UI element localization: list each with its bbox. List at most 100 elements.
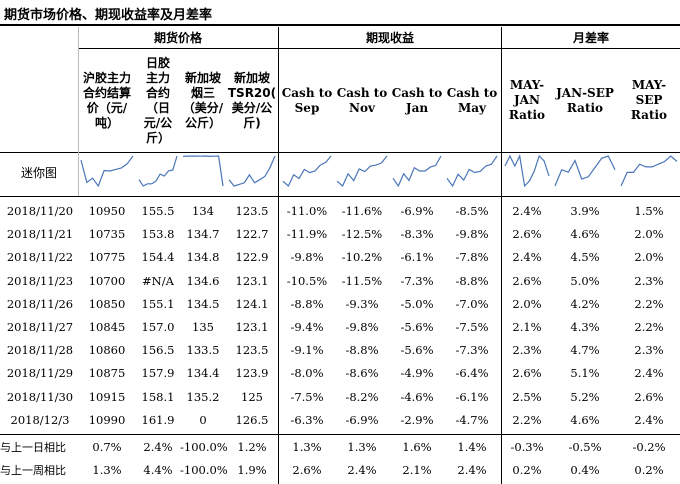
table-cell: 161.9 bbox=[141, 412, 175, 427]
table-cell: 0.4% bbox=[570, 463, 600, 477]
table-cell: -8.6% bbox=[345, 366, 379, 381]
table-cell: -6.1% bbox=[455, 389, 489, 404]
table-cell: -7.5% bbox=[290, 389, 324, 404]
table-cell: 2.4% bbox=[457, 463, 487, 477]
table-cell: 2.0% bbox=[634, 250, 664, 265]
table-cell: 1.2% bbox=[237, 440, 267, 454]
table-cell: -4.9% bbox=[400, 366, 434, 381]
column-header-2: 日胶 主力 合约 （日 元/公 斤） bbox=[136, 50, 180, 151]
table-cell: 126.5 bbox=[235, 412, 269, 427]
sparkline-8 bbox=[446, 155, 498, 188]
table-cell: -2.9% bbox=[400, 412, 434, 427]
table-cell: 2.5% bbox=[512, 389, 542, 404]
summary-row: 与上一周相比 1.3% 4.4% -100.0% 1.9% 2.6% 2.4% 2.1% 2.4… bbox=[0, 459, 680, 482]
table-cell: -0.3% bbox=[510, 440, 544, 454]
table-cell: -4.7% bbox=[455, 412, 489, 427]
row-date: 2018/11/21 bbox=[6, 227, 74, 242]
column-header-7: Cash to Jan bbox=[390, 50, 444, 151]
table-cell: 153.8 bbox=[141, 227, 175, 242]
table-cell: 4.3% bbox=[570, 320, 600, 334]
table-cell: #N/A bbox=[142, 273, 174, 288]
table-cell: 2.2% bbox=[634, 320, 664, 334]
table-cell: 134.5 bbox=[186, 296, 220, 311]
table-cell: -9.8% bbox=[290, 250, 324, 265]
column-header-line: 新加坡 bbox=[184, 70, 221, 85]
table-cell: -9.8% bbox=[455, 227, 489, 242]
table-cell: 3.9% bbox=[570, 204, 600, 218]
table-cell: -100.0% bbox=[180, 463, 228, 477]
sparkline-11 bbox=[620, 155, 678, 187]
table-cell: 1.9% bbox=[237, 463, 267, 477]
table-cell: 135.2 bbox=[186, 389, 220, 404]
sparkline-bottom-rule bbox=[0, 196, 680, 197]
column-header-line: 价（元/ bbox=[86, 100, 128, 115]
table-cell: -10.5% bbox=[286, 273, 328, 288]
table-cell: 2.3% bbox=[634, 273, 664, 288]
table-row: 2018/11/29 10875 157.9 134.4 123.9 -8.0% -8.6%… bbox=[0, 362, 680, 385]
sparkline-3 bbox=[182, 155, 224, 187]
table-cell: 2.4% bbox=[634, 412, 664, 427]
row-date: 2018/11/30 bbox=[6, 389, 74, 404]
table-row: 2018/11/26 10850 155.1 134.5 124.1 -8.8% -9.3%… bbox=[0, 293, 680, 316]
row-date: 2018/11/29 bbox=[6, 366, 74, 381]
column-header-line: 烟三 bbox=[190, 85, 215, 100]
column-header-3: 新加坡 烟三 （美分/公斤） bbox=[180, 50, 226, 151]
column-header-line: Ratio bbox=[508, 108, 546, 122]
table-cell: -5.6% bbox=[400, 343, 434, 358]
table-cell: -6.4% bbox=[455, 366, 489, 381]
table-cell: 123.5 bbox=[235, 343, 269, 358]
table-cell: 123.9 bbox=[235, 366, 269, 381]
column-header-line: 元/公 bbox=[143, 115, 173, 130]
column-header-line: 合约 bbox=[145, 85, 170, 100]
table-cell: 134 bbox=[192, 204, 214, 218]
table-cell: 4.2% bbox=[570, 296, 600, 311]
table-cell: 10775 bbox=[88, 250, 126, 265]
column-header-line: Cash to bbox=[446, 85, 498, 100]
table-cell: 10990 bbox=[88, 412, 126, 427]
column-header-line: 主力 bbox=[145, 70, 170, 85]
sparkline-4 bbox=[228, 155, 276, 187]
sparkline-path bbox=[138, 155, 178, 187]
table-cell: -4.6% bbox=[400, 389, 434, 404]
table-cell: 1.5% bbox=[634, 204, 664, 218]
column-header-line: Nov bbox=[349, 100, 375, 115]
column-header-line: MAY- bbox=[509, 78, 545, 92]
column-header-line: （美分/ bbox=[182, 100, 224, 115]
sparkline-7 bbox=[392, 155, 442, 188]
table-cell: 154.4 bbox=[141, 250, 175, 265]
column-header-line: Cash to bbox=[336, 85, 388, 100]
table-cell: 2.4% bbox=[347, 463, 377, 477]
table-title: 期货市场价格、期现收益率及月差率 bbox=[4, 8, 213, 23]
table-cell: 123.5 bbox=[235, 204, 269, 218]
divider-futures-spot bbox=[278, 27, 279, 484]
table-cell: -6.9% bbox=[400, 204, 434, 218]
summary-top-rule bbox=[0, 434, 680, 435]
table-cell: 135 bbox=[192, 320, 214, 334]
table-row: 2018/11/30 10915 158.1 135.2 125 -7.5% -8.2% -4… bbox=[0, 386, 680, 409]
table-cell: 2.4% bbox=[634, 366, 664, 381]
sparkline-2 bbox=[138, 155, 178, 187]
table-cell: 1.6% bbox=[402, 440, 432, 454]
table-cell: 0.2% bbox=[512, 463, 542, 477]
table-cell: 123.1 bbox=[235, 320, 269, 334]
table-row: 2018/12/3 10990 161.9 0 126.5 -6.3% -6.9% -2.9%… bbox=[0, 409, 680, 432]
column-header-11: MAY- SEP Ratio bbox=[618, 50, 680, 151]
table-cell: 5.1% bbox=[570, 366, 600, 381]
table-cell: 2.0% bbox=[634, 227, 664, 242]
table-cell: 155.1 bbox=[141, 296, 175, 311]
table-cell: 2.6% bbox=[512, 227, 542, 242]
row-date: 2018/11/20 bbox=[6, 204, 74, 218]
column-header-line: 日胶 bbox=[145, 55, 170, 70]
table-cell: -9.8% bbox=[345, 320, 379, 334]
table-cell: 4.7% bbox=[570, 343, 600, 358]
row-date: 2018/11/22 bbox=[6, 250, 74, 265]
table-cell: -0.5% bbox=[568, 440, 602, 454]
table-cell: -7.0% bbox=[455, 296, 489, 311]
table-cell: 5.0% bbox=[570, 273, 600, 288]
row-date: 2018/11/28 bbox=[6, 343, 74, 358]
table-cell: 10860 bbox=[88, 343, 126, 358]
table-row: 2018/11/21 10735 153.8 134.7 122.7 -11.9% -12.… bbox=[0, 223, 680, 246]
table-row: 2018/11/27 10845 157.0 135 123.1 -9.4% -9.8% -5… bbox=[0, 316, 680, 339]
table-cell: 157.0 bbox=[141, 320, 175, 334]
table-cell: 155.5 bbox=[141, 204, 175, 218]
